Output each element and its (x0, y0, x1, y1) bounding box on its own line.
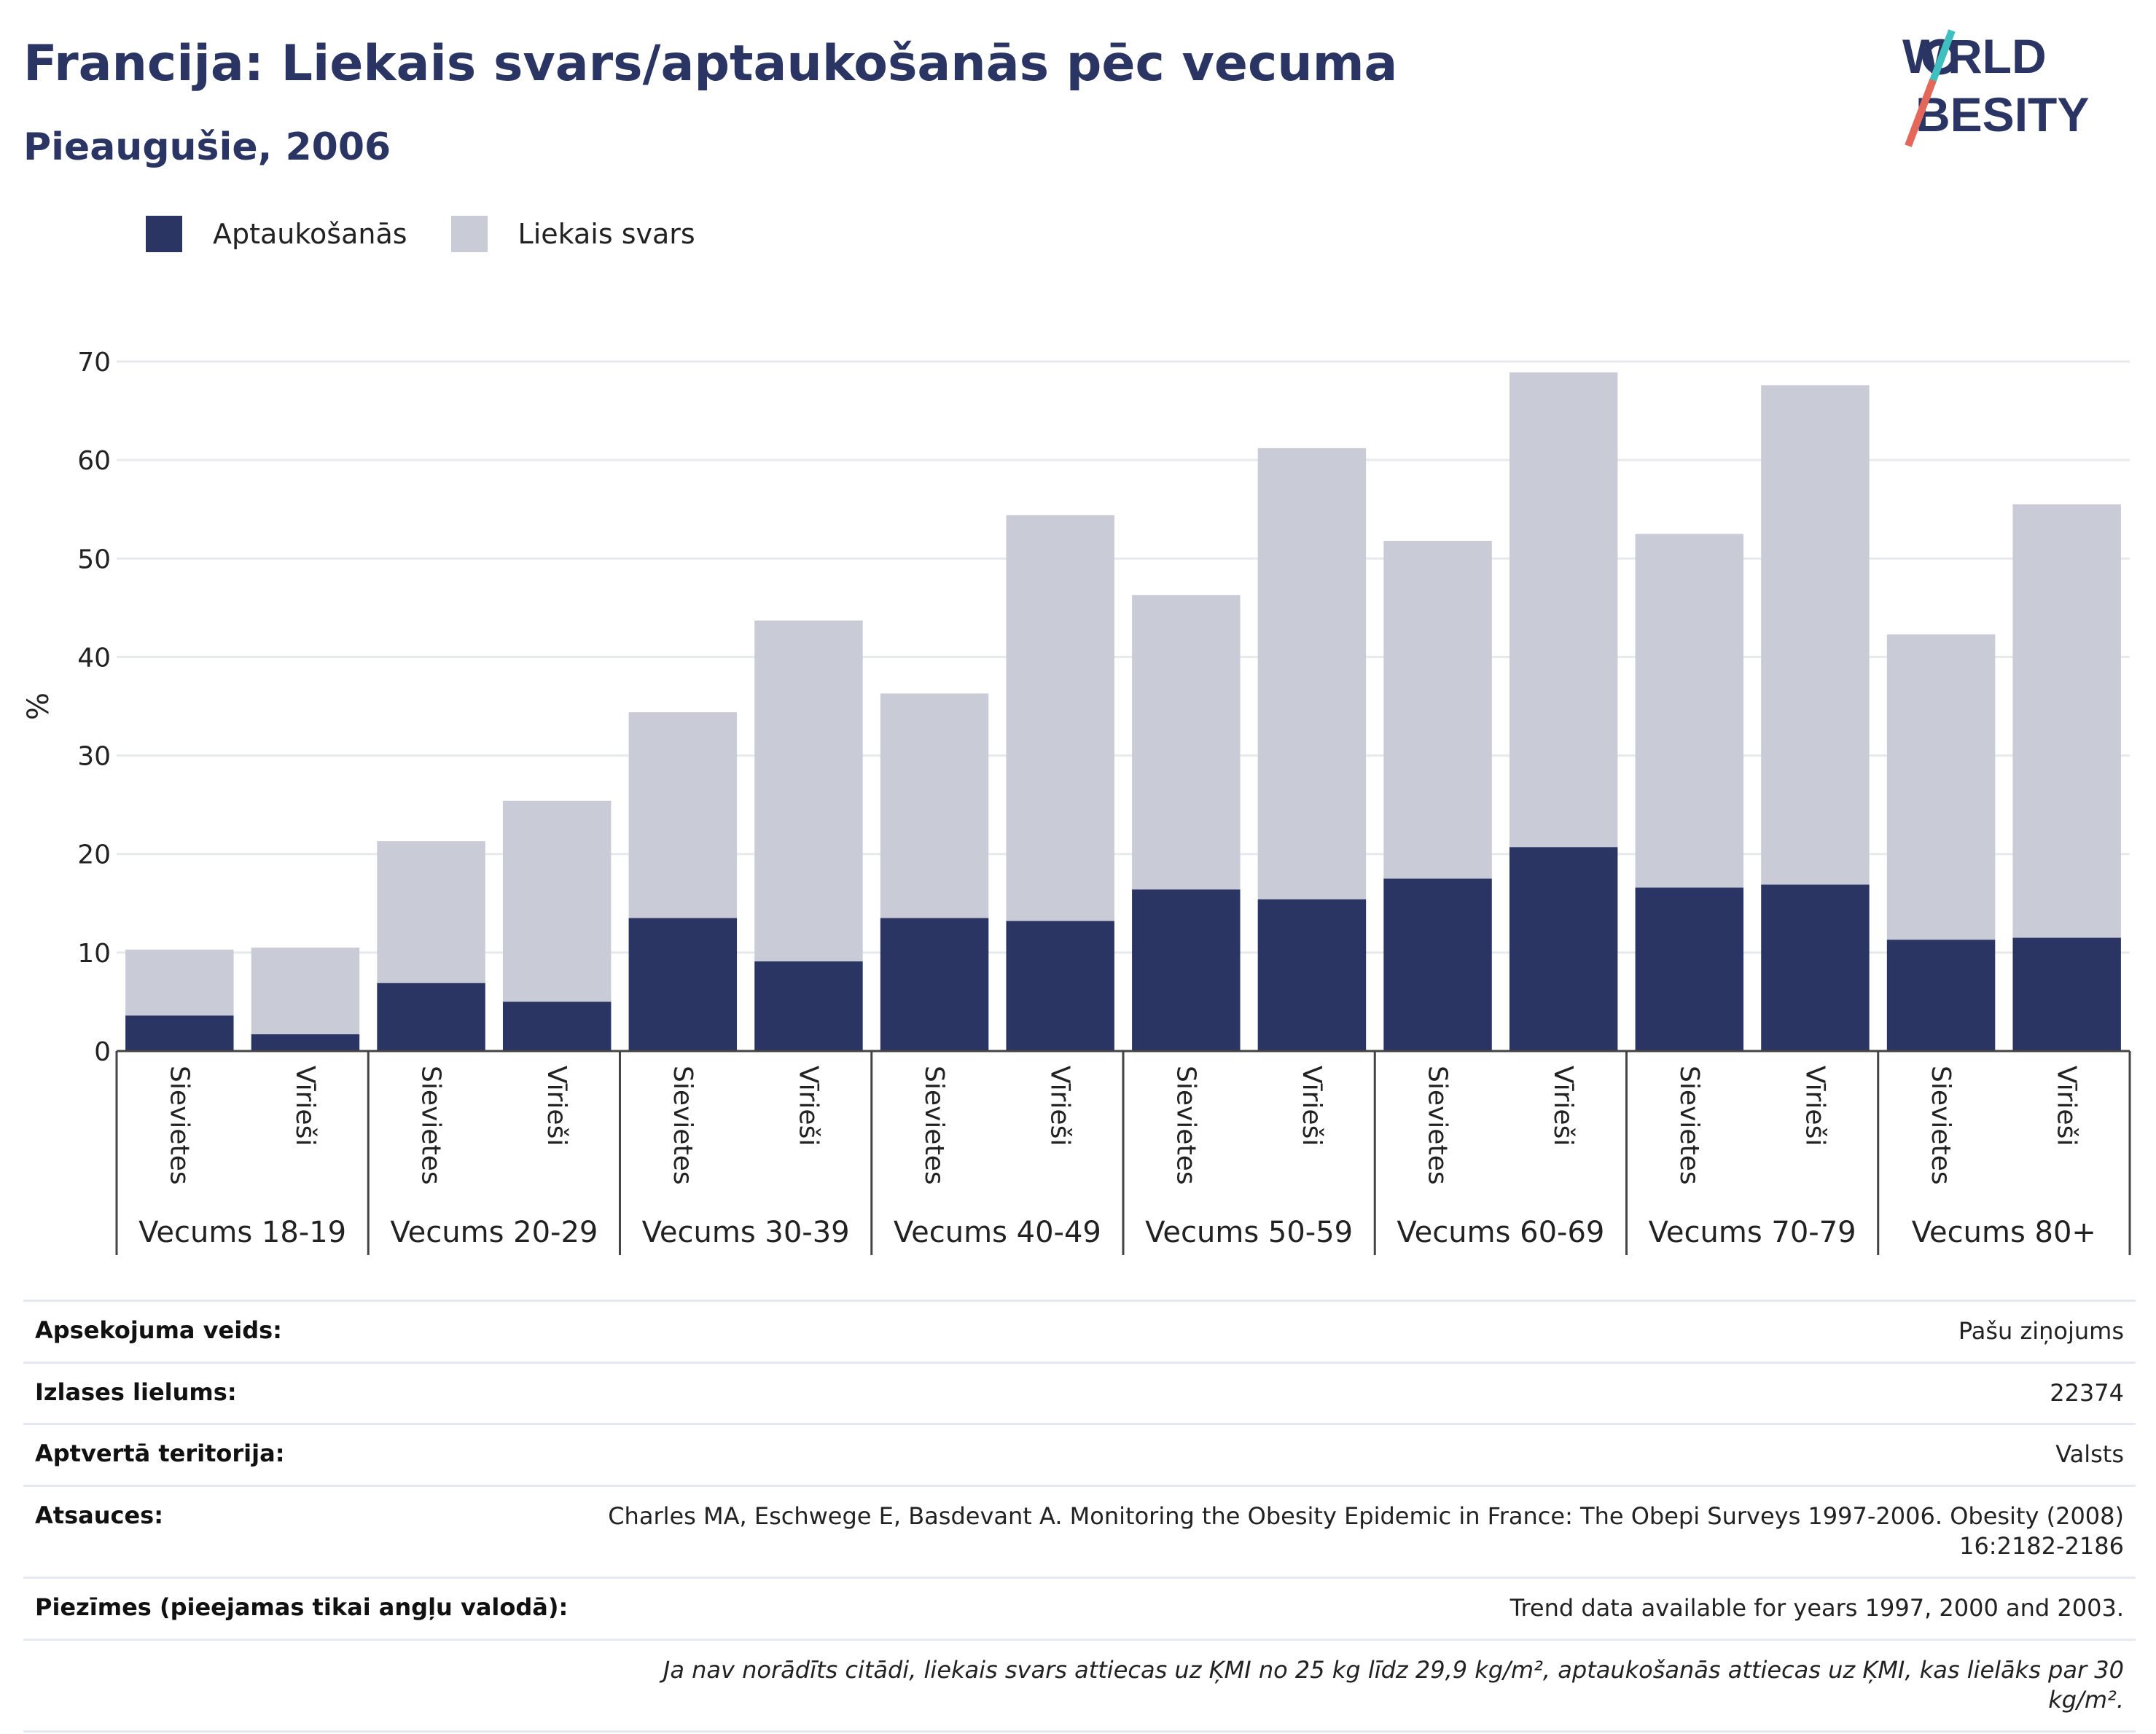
bar-obesity (2012, 937, 2121, 1051)
y-tick-label: 40 (77, 643, 111, 673)
x-tick-label: Vīrieši (1045, 1066, 1075, 1146)
x-group-label: Vecums 70-79 (1649, 1216, 1856, 1249)
x-tick-label: Vīrieši (793, 1066, 823, 1146)
bar-obesity (1509, 847, 1618, 1051)
y-tick-label: 20 (77, 840, 111, 870)
x-tick-label: Sievietes (416, 1066, 446, 1184)
info-label: Izlases lielums: (35, 1378, 237, 1406)
bar-overweight (1132, 595, 1241, 890)
y-tick-label: 0 (94, 1037, 111, 1067)
bar-obesity (1383, 878, 1492, 1051)
info-value: Charles MA, Eschwege E, Basdevant A. Mon… (608, 1501, 2124, 1561)
bar-overweight (880, 693, 989, 918)
bar-obesity (1635, 887, 1744, 1051)
y-tick-label: 10 (77, 939, 111, 969)
x-group-label: Vecums 80+ (1912, 1216, 2096, 1249)
info-label: Piezīmes (pieejamas tikai angļu valodā): (35, 1593, 569, 1621)
bar-obesity (754, 961, 863, 1051)
bar-obesity (1761, 884, 1870, 1051)
bar-overweight (1006, 515, 1114, 921)
x-tick-label: Vīrieši (290, 1066, 320, 1146)
bar-overweight (1509, 372, 1618, 848)
bar-overweight (1886, 634, 1996, 940)
bar-obesity (1257, 899, 1367, 1051)
info-row-notes: Piezīmes (pieejamas tikai angļu valodā):… (23, 1576, 2136, 1639)
x-tick-label: Vīrieši (1297, 1066, 1327, 1146)
y-axis-label: % (22, 692, 55, 720)
x-group-label: Vecums 60-69 (1397, 1216, 1604, 1249)
info-value: Valsts (2055, 1440, 2124, 1469)
legend-swatch-obesity (146, 216, 182, 252)
info-label: Atsauces: (35, 1501, 163, 1529)
info-value: Pašu ziņojums (1958, 1317, 2124, 1345)
legend-swatch-overweight (450, 216, 488, 252)
chart-subtitle: Pieaugušie, 2006 (23, 125, 391, 169)
x-tick-label: Vīrieši (542, 1066, 571, 1146)
legend-label-overweight: Liekais svars (517, 218, 695, 250)
bar-obesity (1132, 889, 1241, 1051)
y-tick-label: 30 (77, 742, 111, 772)
bar-obesity (251, 1034, 360, 1051)
x-tick-label: Sievietes (1926, 1066, 1956, 1184)
legend-label-obesity: Aptaukošanās (213, 218, 407, 250)
bar-obesity (1006, 921, 1114, 1051)
legend-item-overweight[interactable]: Liekais svars (450, 216, 695, 252)
bar-overweight (2012, 504, 2121, 938)
svg-text:BESITY: BESITY (1915, 87, 2089, 141)
bar-overweight (251, 948, 360, 1035)
bar-overweight (1635, 534, 1744, 888)
chart-title: Francija: Liekais svars/aptaukošanās pēc… (23, 35, 1398, 93)
bar-obesity (377, 983, 485, 1051)
x-group-label: Vecums 20-29 (390, 1216, 598, 1249)
x-tick-label: Sievietes (919, 1066, 949, 1184)
info-row-references: Atsauces: Charles MA, Eschwege E, Basdev… (23, 1484, 2136, 1577)
world-obesity-logo: W RLD BESITY (1902, 29, 2089, 147)
x-tick-label: Vīrieši (2052, 1066, 2082, 1146)
bar-obesity (628, 918, 738, 1051)
x-group-label: Vecums 30-39 (642, 1216, 850, 1249)
x-tick-label: Sievietes (1423, 1066, 1453, 1184)
info-row-definition: Ja nav norādīts citādi, liekais svars at… (23, 1638, 2136, 1733)
y-tick-label: 70 (77, 348, 111, 378)
bar-chart: 0 10 20 30 40 50 60 70% Sievietes Vīrieši Sieviete… (22, 348, 2131, 1255)
bar-obesity (880, 918, 989, 1051)
bar-overweight (628, 712, 738, 918)
bar-overweight (1383, 540, 1492, 879)
bar-overweight (1761, 385, 1870, 885)
info-row-area-covered: Aptvertā teritorija: Valsts (23, 1423, 2136, 1485)
legend-item-obesity[interactable]: Aptaukošanās (146, 216, 407, 252)
bar-obesity (502, 1001, 612, 1051)
x-tick-label: Sievietes (668, 1066, 698, 1184)
bar-overweight (125, 949, 234, 1016)
x-tick-label: Vīrieši (1800, 1066, 1829, 1146)
info-value: Trend data available for years 1997, 200… (1509, 1593, 2124, 1622)
info-row-survey-type: Apsekojuma veids: Pašu ziņojums (23, 1300, 2136, 1362)
bar-obesity (125, 1015, 234, 1051)
bar-overweight (377, 841, 485, 983)
x-tick-label: Vīrieši (1548, 1066, 1578, 1146)
x-tick-label: Sievietes (164, 1066, 194, 1184)
x-tick-label: Sievietes (1674, 1066, 1704, 1184)
y-tick-label: 60 (77, 446, 111, 476)
chart-legend: Aptaukošanās Liekais svars (146, 216, 739, 252)
survey-info-table: Apsekojuma veids: Pašu ziņojums Izlases … (23, 1300, 2136, 1733)
info-value: 22374 (2050, 1378, 2124, 1407)
bar-overweight (502, 800, 612, 1002)
info-value: Ja nav norādīts citādi, liekais svars at… (663, 1655, 2124, 1714)
x-group-label: Vecums 50-59 (1145, 1216, 1353, 1249)
info-label: Apsekojuma veids: (35, 1316, 282, 1344)
bar-overweight (754, 620, 863, 962)
svg-text:RLD: RLD (1948, 29, 2047, 83)
x-group-label: Vecums 18-19 (138, 1216, 346, 1249)
info-label: Aptvertā teritorija: (35, 1440, 285, 1468)
y-tick-label: 50 (77, 544, 111, 574)
bar-overweight (1257, 448, 1367, 899)
info-row-sample-size: Izlases lielums: 22374 (23, 1361, 2136, 1423)
bar-obesity (1886, 940, 1996, 1051)
x-tick-label: Sievietes (1171, 1066, 1200, 1184)
x-group-label: Vecums 40-49 (894, 1216, 1101, 1249)
